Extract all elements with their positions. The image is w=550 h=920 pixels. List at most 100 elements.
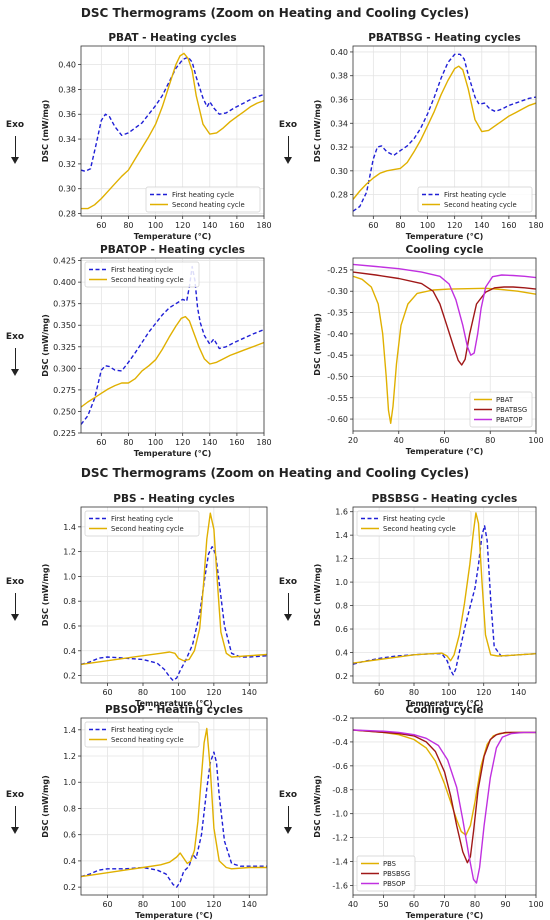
legend-label: First heating cycle [111,515,173,523]
legend: First heating cycle Second heating cycle [145,186,261,213]
exo-label: Exo [278,577,298,587]
y-axis-label: DSC (mW/mg) [313,564,322,627]
y-tick-label: 0.4 [63,647,76,656]
exo-indicator-5: Exo [273,577,303,621]
x-tick-label: 160 [229,438,244,447]
legend-label: First heating cycle [444,191,506,199]
plot-frame [80,506,268,684]
x-tick-label: 60 [374,688,384,697]
x-tick-label: 160 [229,221,244,230]
x-tick-label: 20 [348,436,358,445]
chart-title: Cooling cycle [406,704,484,716]
y-tick-label: 0.225 [53,429,76,438]
y-tick-label: -0.2 [332,714,348,723]
y-tick-label: -0.60 [327,415,348,424]
x-tick-label: 120 [206,688,221,697]
chart-panel-5: 60 80 100 120 140 0.2 0.4 0.6 0.8 1.0 1.2 1.4 PBS - … [41,493,268,708]
series-line [81,727,267,878]
legend-label: PBATOP [496,416,522,424]
legend-label: First heating cycle [383,515,445,523]
series-line [81,315,264,408]
x-tick-label: 100 [528,436,543,445]
x-axis-label: Temperature (°C) [135,911,213,920]
x-tick-label: 50 [378,900,388,909]
x-tick-label: 160 [501,221,516,230]
series-line [353,263,536,356]
x-tick-label: 180 [256,438,271,447]
legend-label: Second heating cycle [383,525,456,533]
legend: First heating cycle Second heating cycle [84,721,200,748]
y-tick-label: -1.4 [332,858,348,867]
y-tick-label: 0.6 [63,622,76,631]
down-arrow-icon [283,136,292,164]
exo-indicator-3: Exo [0,332,30,376]
x-tick-label: 60 [368,221,378,230]
x-tick-label: 100 [441,688,456,697]
plot-frame [80,257,265,434]
series-line [353,53,536,212]
y-tick-label: 1.2 [335,555,348,564]
y-tick-label: -0.45 [327,351,348,360]
series-line [353,275,536,424]
series-line [353,512,536,664]
x-tick-label: 140 [202,438,217,447]
x-tick-label: 80 [138,688,148,697]
down-arrow-icon [10,136,19,164]
legend: PBAT PBATBSG PBATOP [469,391,533,428]
x-tick-label: 140 [242,688,257,697]
y-tick-label: 1.0 [63,778,76,787]
x-tick-label: 80 [470,900,480,909]
series-line [353,525,536,676]
y-tick-label: 1.2 [63,548,76,557]
x-tick-label: 80 [123,438,133,447]
series-line [81,751,267,888]
series-line [353,729,536,836]
chart-panel-6: 60 80 100 120 140 0.2 0.4 0.6 0.8 1.0 1.2 1.4 1.6 PBS… [313,493,537,708]
series-line [81,56,264,172]
y-tick-label: 0.38 [330,72,348,81]
legend-label: Second heating cycle [111,276,184,284]
y-tick-label: 0.32 [330,143,348,152]
down-arrow-icon [10,593,19,621]
exo-indicator-7: Exo [273,790,303,834]
legend: First heating cycle Second heating cycle [84,261,200,288]
chart-panel-3: 60 80 100 120 140 160 180 0.225 0.250 0.275 0.300 0… [41,244,272,458]
y-tick-label: 0.30 [58,185,76,194]
y-tick-label: 1.4 [63,726,76,735]
legend-box [84,510,200,537]
y-tick-label: 0.2 [335,672,348,681]
y-axis-label: DSC (mW/mg) [41,100,50,163]
plot-frame [80,717,268,896]
y-tick-label: 0.8 [335,602,348,611]
x-axis-label: Temperature (°C) [135,699,213,708]
x-tick-label: 60 [102,900,112,909]
x-tick-label: 100 [528,900,543,909]
legend-box [145,186,261,213]
legend-label: PBAT [496,396,514,404]
y-tick-label: -0.50 [327,372,348,381]
plot-frame [352,45,537,217]
y-axis-label: DSC (mW/mg) [41,775,50,838]
y-tick-label: -1.6 [332,881,348,890]
y-axis-label: DSC (mW/mg) [41,564,50,627]
x-tick-label: 140 [474,221,489,230]
legend-label: Second heating cycle [111,525,184,533]
legend-label: PBSOP [383,880,405,888]
series-line [353,271,536,366]
x-tick-label: 180 [256,221,271,230]
chart-title: PBATBSG - Heating cycles [368,32,521,44]
legend-box [356,855,416,892]
series-line [81,512,267,666]
y-tick-label: 1.6 [335,508,348,517]
chart-panel-7: 60 80 100 120 140 0.2 0.4 0.6 0.8 1.0 1.2 1.4 PBSOP … [41,704,268,920]
legend-box [417,186,533,213]
x-tick-label: 60 [96,221,106,230]
section-title-top: DSC Thermograms (Zoom on Heating and Coo… [80,6,470,20]
chart-panel-1: 60 80 100 120 140 160 180 0.28 0.30 0.32 0.34 0.36 0… [41,32,272,241]
y-tick-label: 0.36 [330,95,348,104]
legend-label: PBSBSG [383,870,410,878]
x-tick-label: 100 [171,688,186,697]
y-tick-label: 0.32 [58,160,76,169]
chart-title: PBATOP - Heating cycles [100,244,245,256]
x-tick-label: 100 [420,221,435,230]
